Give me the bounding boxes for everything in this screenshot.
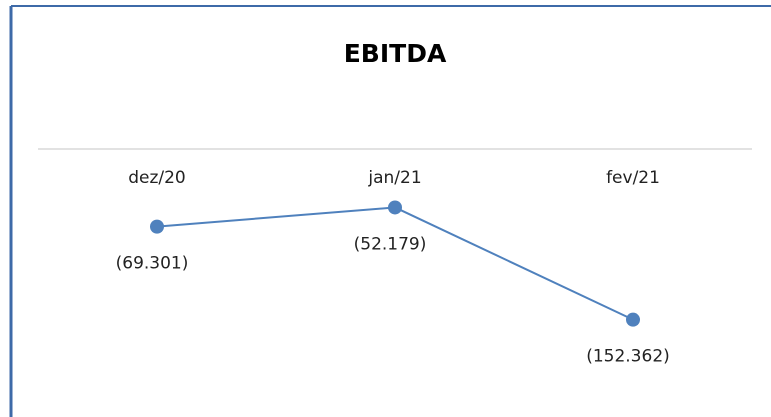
- chart-title: EBITDA: [344, 39, 447, 68]
- data-label: (152.362): [586, 347, 670, 367]
- data-label: (52.179): [354, 234, 427, 254]
- x-tick-label: fev/21: [606, 168, 660, 188]
- series-line: [156, 206, 634, 321]
- data-point: [150, 219, 164, 234]
- data-point: [626, 312, 640, 327]
- x-tick-label: jan/21: [367, 168, 421, 188]
- data-label: (69.301): [116, 254, 189, 274]
- data-point: [388, 200, 402, 215]
- x-tick-label: dez/20: [128, 168, 186, 188]
